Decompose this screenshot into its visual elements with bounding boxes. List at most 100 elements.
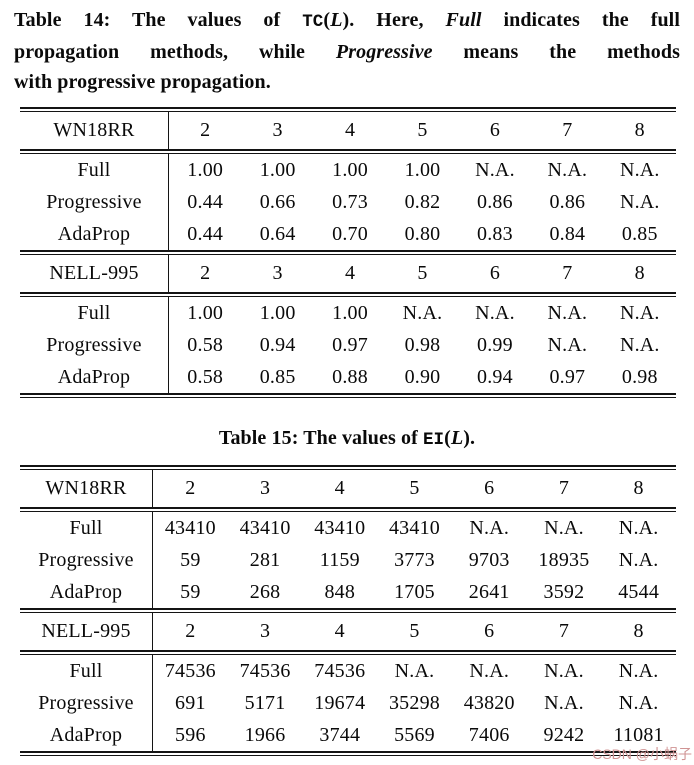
level-header: 2 [185, 477, 196, 499]
value-cell: 18935 [538, 548, 590, 571]
level-header: 3 [259, 477, 271, 499]
level-header: 8 [634, 119, 645, 141]
value-cell: 0.64 [259, 222, 296, 245]
value-cell: N.A. [619, 158, 660, 181]
value-cell: 0.97 [332, 333, 368, 356]
caption-segment: Progressive [335, 41, 433, 63]
value-cell: 3773 [394, 548, 435, 571]
caption-segment: with progressive propagation. [14, 71, 271, 93]
value-cell: 1159 [319, 548, 360, 571]
method-label: AdaProp [20, 218, 169, 250]
value-cell: N.A. [469, 659, 510, 682]
value-cell: 59 [180, 548, 201, 571]
table-rule [20, 650, 676, 655]
level-header: 7 [558, 477, 570, 499]
caption-segment: TC [302, 12, 324, 32]
table-15: WN18RR 2 3 4 5 6 7 8 Full 43410 43410 43410 43410 N.A… [20, 465, 676, 756]
value-cell: 9703 [468, 548, 510, 571]
method-label: Progressive [20, 186, 169, 218]
value-cell: 0.58 [187, 365, 224, 388]
value-cell: N.A. [547, 301, 588, 324]
value-cell: 0.97 [549, 365, 586, 388]
caption-segment: indicates the full [481, 9, 681, 31]
value-cell: 11081 [613, 723, 664, 746]
method-label: Progressive [20, 329, 169, 361]
value-cell: 1.00 [332, 158, 368, 181]
table-row: Full 1.00 1.00 1.00 N.A. N.A. N.A. N.A. [20, 297, 676, 329]
level-header: 2 [185, 620, 196, 642]
value-cell: 43410 [239, 516, 291, 539]
level-header: 2 [200, 119, 211, 141]
watermark: CSDN @小蜗子 [592, 746, 692, 762]
value-cell: 0.99 [477, 333, 513, 356]
table-15-caption: Table 15: The values of EI(L). [0, 423, 694, 455]
caption-line: propagation methods, while Progressive m… [14, 37, 680, 67]
level-header: 3 [272, 262, 283, 284]
value-cell: N.A. [544, 691, 584, 714]
level-header: 7 [558, 620, 570, 642]
value-cell: N.A. [619, 333, 660, 356]
caption-segment: L [450, 427, 464, 449]
method-label: AdaProp [20, 719, 153, 751]
method-label: Progressive [20, 544, 153, 576]
table-rule [20, 465, 676, 470]
table-rule [20, 292, 676, 297]
table-header-row: NELL-995 2 3 4 5 6 7 8 [20, 255, 676, 292]
value-cell: 0.70 [332, 222, 368, 245]
value-cell: 5569 [394, 723, 435, 746]
value-cell: 0.66 [259, 190, 296, 213]
table-row: Progressive 59 281 1159 3773 9703 18935 N.A. [20, 544, 676, 576]
method-label: Full [20, 512, 153, 544]
method-label: Full [20, 655, 153, 687]
table-row: Progressive 0.58 0.94 0.97 0.98 0.99 N.A. N.A. [20, 329, 676, 361]
table-row: Full 74536 74536 74536 N.A. N.A. N.A. N.A. [20, 655, 676, 687]
level-header: 3 [272, 119, 283, 141]
value-cell: N.A. [618, 548, 659, 571]
caption-segment: EI [422, 430, 445, 450]
value-cell: N.A. [547, 158, 588, 181]
table-rule [20, 751, 676, 756]
value-cell: 1.00 [332, 301, 368, 324]
value-cell: N.A. [547, 333, 588, 356]
value-cell: 0.58 [187, 333, 224, 356]
value-cell: 1966 [244, 723, 286, 746]
method-label: Progressive [20, 687, 153, 719]
value-cell: N.A. [618, 659, 659, 682]
table-row: AdaProp 0.44 0.64 0.70 0.80 0.83 0.84 0.85 [20, 218, 676, 250]
value-cell: 0.85 [621, 222, 658, 245]
caption-segment: ). Here, [342, 9, 446, 31]
table-14: WN18RR 2 3 4 5 6 7 8 Full 1.00 1.00 1.00 1.00 N.A. N.A… [20, 107, 676, 398]
level-header: 4 [334, 620, 345, 642]
table-rule [20, 149, 676, 154]
table-row: Progressive 0.44 0.66 0.73 0.82 0.86 0.86 N.A. [20, 186, 676, 218]
table-14-caption: Table 14: The values of TC(L). Here, Ful… [0, 5, 694, 97]
value-cell: 0.86 [477, 190, 513, 213]
value-cell: 1.00 [404, 158, 441, 181]
level-header: 5 [417, 119, 428, 141]
value-cell: 4544 [618, 580, 660, 603]
level-header: 4 [344, 119, 356, 141]
level-header: 6 [489, 262, 501, 284]
value-cell: N.A. [544, 659, 584, 682]
value-cell: N.A. [469, 516, 510, 539]
table-rule [20, 507, 676, 512]
value-cell: 74536 [239, 659, 291, 682]
value-cell: 35298 [388, 691, 440, 714]
value-cell: N.A. [618, 516, 659, 539]
value-cell: 43410 [314, 516, 366, 539]
level-header: 7 [562, 119, 573, 141]
method-label: AdaProp [20, 576, 153, 608]
value-cell: 0.80 [404, 222, 441, 245]
table-row: Full 43410 43410 43410 43410 N.A. N.A. N.A. [20, 512, 676, 544]
value-cell: 1.00 [259, 301, 296, 324]
method-label: Full [20, 297, 169, 329]
value-cell: 0.98 [404, 333, 441, 356]
table-row: AdaProp 0.58 0.85 0.88 0.90 0.94 0.97 0.98 [20, 361, 676, 393]
level-header: 6 [484, 477, 495, 499]
table-header-row: WN18RR 2 3 4 5 6 7 8 [20, 112, 676, 149]
table-row: Full 1.00 1.00 1.00 1.00 N.A. N.A. N.A. [20, 154, 676, 186]
level-header: 2 [200, 262, 211, 284]
value-cell: N.A. [394, 659, 435, 682]
value-cell: 3744 [319, 723, 361, 746]
caption-segment: ). [463, 427, 476, 449]
